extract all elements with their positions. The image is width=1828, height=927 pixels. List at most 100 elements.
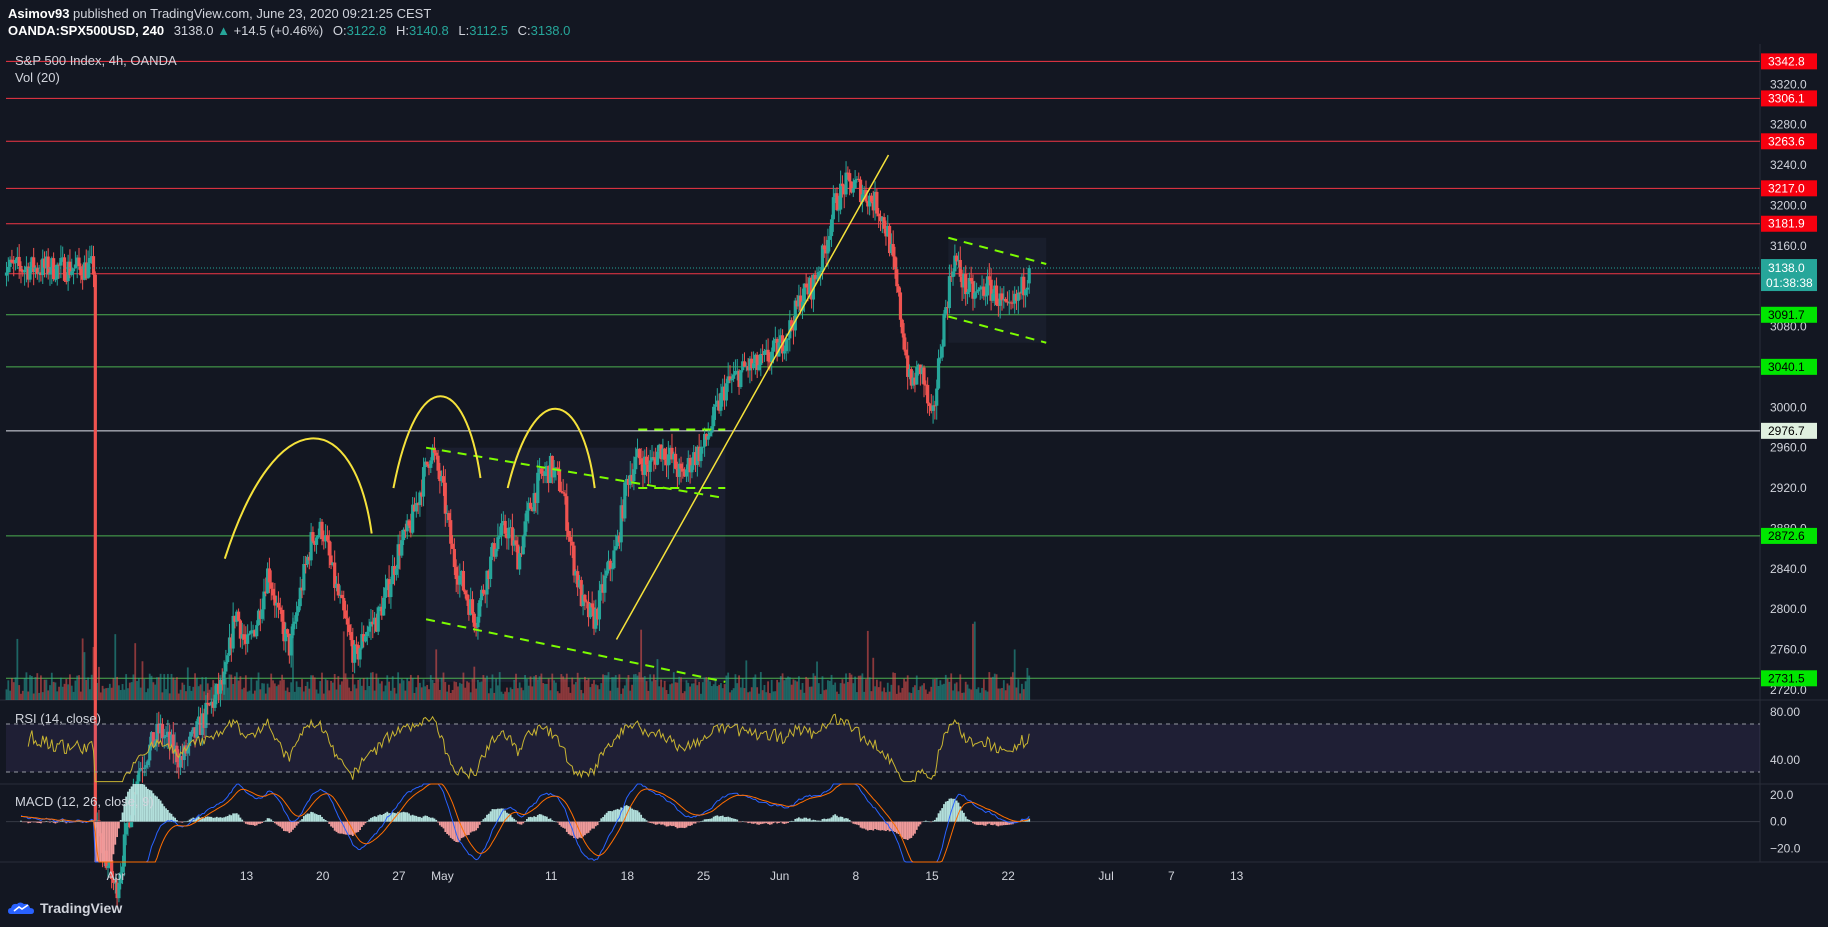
candle-body bbox=[177, 762, 181, 768]
macd-histogram-bar bbox=[999, 821, 1002, 826]
candle-body bbox=[405, 520, 409, 532]
candle-body bbox=[42, 258, 47, 268]
candle-body bbox=[117, 883, 121, 899]
volume-bar bbox=[629, 690, 632, 700]
volume-bar bbox=[337, 676, 340, 700]
candle-body bbox=[220, 679, 224, 685]
volume-bar bbox=[254, 690, 256, 700]
candle-body bbox=[396, 544, 400, 569]
candle-body bbox=[265, 568, 270, 594]
candle-body bbox=[568, 536, 573, 542]
candle-body bbox=[875, 191, 879, 214]
volume-bar bbox=[839, 683, 842, 700]
volume-bar bbox=[359, 678, 361, 700]
macd-histogram-bar bbox=[850, 821, 853, 823]
volume-bar bbox=[794, 680, 797, 700]
macd-histogram-bar bbox=[41, 821, 44, 823]
macd-histogram-bar bbox=[23, 821, 26, 823]
macd-histogram-bar bbox=[727, 816, 730, 822]
macd-histogram-bar bbox=[415, 815, 418, 822]
candle-body bbox=[360, 634, 364, 649]
macd-histogram-bar bbox=[819, 820, 822, 822]
macd-histogram-bar bbox=[190, 818, 193, 822]
volume-bar bbox=[226, 687, 229, 700]
level-price-tag bbox=[1761, 215, 1817, 232]
macd-histogram-bar bbox=[538, 814, 541, 822]
volume-bar bbox=[507, 692, 510, 700]
candle-body bbox=[889, 243, 893, 254]
volume-bar bbox=[723, 684, 726, 700]
macd-histogram-bar bbox=[357, 821, 360, 833]
candle-body bbox=[887, 225, 892, 254]
macd-histogram-bar bbox=[172, 816, 175, 822]
candle-body bbox=[1000, 293, 1004, 301]
candle-body bbox=[13, 259, 18, 264]
candle-body bbox=[583, 594, 587, 602]
volume-bar bbox=[805, 676, 808, 700]
candle-body bbox=[91, 256, 96, 275]
candle-body bbox=[951, 271, 955, 277]
volume-bar bbox=[642, 677, 644, 700]
candle-body bbox=[802, 283, 806, 302]
macd-histogram-bar bbox=[827, 818, 829, 822]
volume-bar bbox=[781, 673, 784, 700]
volume-bar bbox=[348, 687, 351, 700]
macd-histogram-bar bbox=[768, 821, 771, 825]
macd-histogram-bar bbox=[906, 821, 909, 841]
volume-bar bbox=[41, 692, 44, 700]
macd-tick-label: −20.0 bbox=[1770, 842, 1801, 856]
candle-body bbox=[115, 882, 119, 899]
candle-body bbox=[744, 366, 748, 368]
volume-bar bbox=[587, 678, 590, 700]
level-price-tag bbox=[1761, 180, 1817, 197]
candle-body bbox=[476, 616, 480, 628]
symbol-name[interactable]: OANDA:SPX500USD, 240 bbox=[8, 23, 165, 38]
volume-bar bbox=[899, 692, 902, 700]
volume-bar bbox=[602, 674, 604, 700]
candle-body bbox=[710, 426, 714, 433]
author-name[interactable]: Asimov93 bbox=[8, 6, 70, 21]
candle-body bbox=[79, 266, 83, 276]
volume-bar bbox=[924, 689, 927, 700]
tradingview-logo[interactable]: TradingView bbox=[8, 898, 122, 918]
candle-body bbox=[828, 236, 832, 240]
candle-body bbox=[1027, 268, 1031, 284]
macd-histogram-bar bbox=[279, 821, 282, 827]
volume-bar bbox=[353, 684, 356, 700]
macd-histogram-bar bbox=[98, 821, 100, 862]
candle-body bbox=[931, 405, 935, 411]
volume-bar bbox=[74, 680, 77, 700]
macd-histogram-bar bbox=[400, 812, 403, 822]
candle-body bbox=[110, 860, 114, 880]
macd-histogram-bar bbox=[551, 820, 554, 822]
candle-body bbox=[994, 285, 999, 305]
candle-body bbox=[28, 267, 32, 280]
volume-bar bbox=[486, 675, 488, 700]
pattern-arc bbox=[223, 437, 373, 560]
macd-histogram-bar bbox=[823, 818, 826, 822]
candle-body bbox=[122, 834, 126, 867]
candle-body bbox=[790, 320, 794, 327]
candle-body bbox=[619, 505, 623, 543]
candle-body bbox=[26, 266, 30, 280]
candle-body bbox=[839, 183, 843, 210]
macd-histogram-bar bbox=[348, 821, 351, 835]
candle-body bbox=[470, 599, 475, 614]
candle-body bbox=[849, 181, 854, 193]
price-tick-label: 2960.0 bbox=[1770, 441, 1807, 455]
volume-bar bbox=[799, 689, 802, 700]
macd-histogram-bar bbox=[564, 821, 566, 829]
candle-body bbox=[851, 188, 855, 193]
macd-histogram-bar bbox=[451, 821, 454, 840]
macd-histogram-bar bbox=[201, 817, 204, 822]
macd-histogram-bar bbox=[828, 818, 831, 822]
candle-body bbox=[868, 195, 872, 207]
candle-body bbox=[596, 608, 600, 620]
macd-histogram-bar bbox=[123, 803, 126, 822]
macd-histogram-bar bbox=[574, 821, 577, 839]
macd-histogram-bar bbox=[380, 814, 383, 822]
volume-bar bbox=[420, 687, 423, 700]
macd-legend: MACD (12, 26, close, 9) bbox=[15, 794, 154, 809]
macd-histogram-bar bbox=[779, 821, 782, 823]
